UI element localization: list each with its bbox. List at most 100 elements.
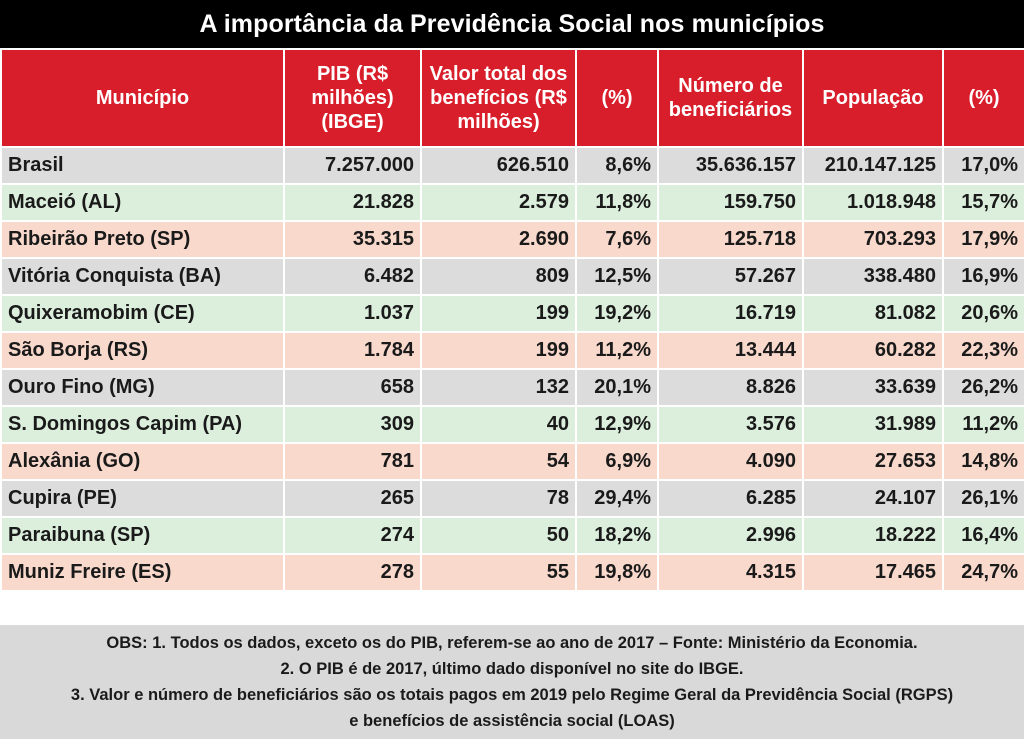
table-cell: 55	[420, 553, 577, 592]
table-row: Alexânia (GO) 781 54 6,9% 4.090 27.653 14,8%	[0, 442, 1024, 481]
table-cell: 11,2%	[575, 331, 659, 370]
table-cell: 210.147.125	[802, 146, 944, 185]
table-cell: 12,5%	[575, 257, 659, 296]
table-row: Ouro Fino (MG) 658 132 20,1% 8.826 33.639 26,2…	[0, 368, 1024, 407]
municipality-cell: Ouro Fino (MG)	[0, 368, 285, 407]
table-cell: 7,6%	[575, 220, 659, 259]
table-cell: 199	[420, 331, 577, 370]
table-cell: 21.828	[283, 183, 422, 222]
table-row: Ribeirão Preto (SP) 35.315 2.690 7,6% 125.71…	[0, 220, 1024, 259]
page-title: A importância da Previdência Social nos …	[199, 9, 825, 38]
note-line: e benefícios de assistência social (LOAS…	[349, 712, 675, 730]
municipality-cell: S. Domingos Capim (PA)	[0, 405, 285, 444]
table-cell: 11,2%	[942, 405, 1024, 444]
header-row: Município PIB (R$ milhões) (IBGE) Valor to…	[0, 48, 1024, 148]
table-cell: 8.826	[657, 368, 804, 407]
table-cell: 78	[420, 479, 577, 518]
column-header: PIB (R$ milhões) (IBGE)	[283, 48, 422, 148]
table-cell: 27.653	[802, 442, 944, 481]
table-cell: 17,9%	[942, 220, 1024, 259]
table-cell: 125.718	[657, 220, 804, 259]
table-row: Maceió (AL) 21.828 2.579 11,8% 159.750 1.018.…	[0, 183, 1024, 222]
table-cell: 2.690	[420, 220, 577, 259]
municipality-cell: Paraibuna (SP)	[0, 516, 285, 555]
table-cell: 809	[420, 257, 577, 296]
table-body: Brasil 7.257.000 626.510 8,6% 35.636.157 210.…	[0, 146, 1024, 592]
table-cell: 12,9%	[575, 405, 659, 444]
table-cell: 16.719	[657, 294, 804, 333]
municipality-cell: Vitória Conquista (BA)	[0, 257, 285, 296]
table-row: Cupira (PE) 265 78 29,4% 6.285 24.107 26,1%	[0, 479, 1024, 518]
table-cell: 6,9%	[575, 442, 659, 481]
table-cell: 16,4%	[942, 516, 1024, 555]
table-cell: 24,7%	[942, 553, 1024, 592]
table-cell: 6.285	[657, 479, 804, 518]
column-header: Município	[0, 48, 285, 148]
table-cell: 703.293	[802, 220, 944, 259]
table-cell: 81.082	[802, 294, 944, 333]
table-cell: 22,3%	[942, 331, 1024, 370]
column-header: (%)	[575, 48, 659, 148]
table-cell: 33.639	[802, 368, 944, 407]
table-row: Muniz Freire (ES) 278 55 19,8% 4.315 17.465 24…	[0, 553, 1024, 592]
table-row: Paraibuna (SP) 274 50 18,2% 2.996 18.222 16,4%	[0, 516, 1024, 555]
note-line: 2. O PIB é de 2017, último dado disponív…	[280, 660, 744, 678]
municipality-cell: São Borja (RS)	[0, 331, 285, 370]
table-cell: 4.315	[657, 553, 804, 592]
note-line: 3. Valor e número de beneficiários são o…	[70, 686, 954, 704]
table-cell: 50	[420, 516, 577, 555]
table-cell: 17.465	[802, 553, 944, 592]
table-cell: 4.090	[657, 442, 804, 481]
table-cell: 8,6%	[575, 146, 659, 185]
data-table: Município PIB (R$ milhões) (IBGE) Valor to…	[0, 48, 1024, 592]
column-header: Número de beneficiários	[657, 48, 804, 148]
table-cell: 7.257.000	[283, 146, 422, 185]
table-cell: 309	[283, 405, 422, 444]
table-row: São Borja (RS) 1.784 199 11,2% 13.444 60.282 2…	[0, 331, 1024, 370]
table-cell: 29,4%	[575, 479, 659, 518]
table-header: Município PIB (R$ milhões) (IBGE) Valor to…	[0, 48, 1024, 148]
column-header: (%)	[942, 48, 1024, 148]
table-cell: 15,7%	[942, 183, 1024, 222]
table-cell: 19,2%	[575, 294, 659, 333]
table-cell: 31.989	[802, 405, 944, 444]
column-header: Valor total dos benefícios (R$ milhões)	[420, 48, 577, 148]
table-cell: 199	[420, 294, 577, 333]
table-cell: 658	[283, 368, 422, 407]
table-cell: 60.282	[802, 331, 944, 370]
table-cell: 11,8%	[575, 183, 659, 222]
table-cell: 35.315	[283, 220, 422, 259]
table-cell: 626.510	[420, 146, 577, 185]
table-cell: 1.037	[283, 294, 422, 333]
municipality-cell: Maceió (AL)	[0, 183, 285, 222]
notes-section: OBS: 1. Todos os dados, exceto os do PIB…	[0, 625, 1024, 739]
municipality-cell: Alexânia (GO)	[0, 442, 285, 481]
municipality-cell: Quixeramobim (CE)	[0, 294, 285, 333]
table-cell: 57.267	[657, 257, 804, 296]
table-row: Vitória Conquista (BA) 6.482 809 12,5% 57.26…	[0, 257, 1024, 296]
table-cell: 16,9%	[942, 257, 1024, 296]
municipality-cell: Brasil	[0, 146, 285, 185]
table-container: Município PIB (R$ milhões) (IBGE) Valor to…	[0, 48, 1024, 592]
table-cell: 338.480	[802, 257, 944, 296]
table-cell: 1.784	[283, 331, 422, 370]
table-cell: 18.222	[802, 516, 944, 555]
table-cell: 265	[283, 479, 422, 518]
table-cell: 26,1%	[942, 479, 1024, 518]
table-cell: 781	[283, 442, 422, 481]
table-cell: 19,8%	[575, 553, 659, 592]
table-cell: 278	[283, 553, 422, 592]
table-cell: 20,1%	[575, 368, 659, 407]
municipality-cell: Ribeirão Preto (SP)	[0, 220, 285, 259]
table-row: Brasil 7.257.000 626.510 8,6% 35.636.157 210.…	[0, 146, 1024, 185]
table-cell: 159.750	[657, 183, 804, 222]
table-cell: 6.482	[283, 257, 422, 296]
table-cell: 13.444	[657, 331, 804, 370]
table-cell: 18,2%	[575, 516, 659, 555]
municipality-cell: Muniz Freire (ES)	[0, 553, 285, 592]
column-header: População	[802, 48, 944, 148]
table-cell: 132	[420, 368, 577, 407]
title-bar: A importância da Previdência Social nos …	[0, 0, 1024, 48]
table-cell: 2.579	[420, 183, 577, 222]
table-cell: 24.107	[802, 479, 944, 518]
